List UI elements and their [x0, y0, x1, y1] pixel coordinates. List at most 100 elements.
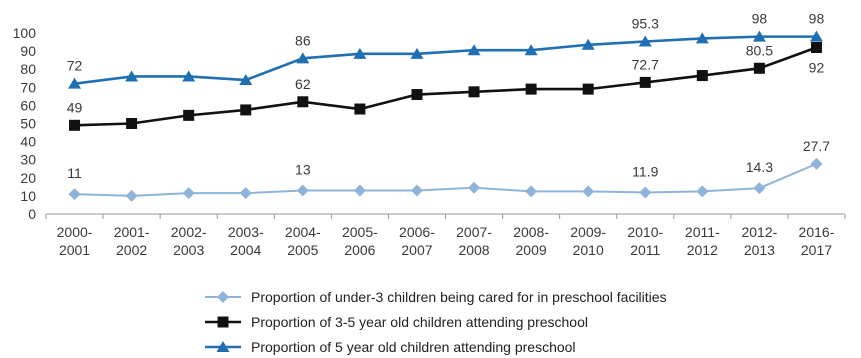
x-tick-label: 2010 — [573, 242, 604, 258]
y-tick-label: 40 — [20, 134, 36, 150]
data-point — [182, 70, 196, 82]
x-tick-label: 2008 — [458, 242, 489, 258]
data-point — [410, 184, 423, 197]
series-line — [74, 162, 817, 197]
data-point — [411, 89, 423, 101]
data-point — [296, 52, 310, 64]
data-point — [752, 30, 766, 42]
x-tick-label: 2005- — [342, 224, 378, 240]
data-point — [810, 157, 823, 170]
data-point — [639, 76, 651, 88]
chart-axes: 0 10 20 30 40 50 60 70 80 90 100 2000- 2001 2001- 2002… — [13, 25, 846, 258]
x-tick-label: 2007 — [401, 242, 432, 258]
data-point — [638, 35, 652, 47]
data-label: 62 — [295, 76, 311, 92]
legend-label: Proportion of 3-5 year old children atte… — [251, 314, 588, 330]
data-point — [696, 70, 708, 82]
x-tick-label: 2002- — [171, 224, 207, 240]
data-label: 95.3 — [632, 16, 659, 32]
x-tick-label: 2017 — [801, 242, 832, 258]
x-tick-label: 2012 — [687, 242, 718, 258]
data-point — [467, 44, 481, 56]
data-point — [525, 185, 538, 198]
y-tick-label: 80 — [20, 61, 36, 77]
data-point — [183, 109, 195, 121]
x-tick-label: 2000- — [57, 224, 93, 240]
y-tick-label: 100 — [13, 25, 37, 41]
data-point — [240, 104, 252, 116]
data-point — [353, 184, 366, 197]
data-label: 11 — [67, 165, 82, 181]
data-point — [810, 41, 822, 53]
data-point — [182, 187, 195, 200]
data-point — [695, 32, 709, 44]
data-point — [468, 181, 481, 194]
data-label: 72.7 — [632, 56, 659, 72]
data-label: 98 — [809, 11, 825, 27]
x-tick-label: 2011- — [685, 224, 720, 240]
data-point — [296, 184, 309, 197]
data-point — [809, 30, 823, 42]
data-label: 80.5 — [746, 42, 773, 58]
legend-swatch-marker — [217, 316, 229, 328]
legend-swatch-marker — [217, 291, 229, 303]
y-tick-label: 0 — [28, 206, 36, 222]
x-tick-label: 2003- — [228, 224, 264, 240]
x-tick-label: 2001- — [114, 224, 150, 240]
y-tick-label: 50 — [20, 116, 36, 132]
data-point — [68, 77, 82, 89]
x-tick-label: 2001 — [59, 242, 90, 258]
chart-legend: Proportion of under-3 children being car… — [205, 289, 667, 355]
data-label: 92 — [809, 59, 825, 75]
x-tick-label: 2009 — [516, 242, 547, 258]
x-tick-label: 2011 — [630, 242, 660, 258]
legend-label: Proportion of 5 year old children attend… — [251, 339, 576, 355]
chart-data-labels: 11 13 11.9 14.3 27.7 49 62 72.7 80.5 92 72 86 95.3 98… — [67, 11, 831, 181]
y-tick-label: 20 — [20, 170, 36, 186]
x-tick-label: 2004- — [285, 224, 321, 240]
x-tick-label: 2002 — [116, 242, 147, 258]
legend-label: Proportion of under-3 children being car… — [251, 289, 667, 305]
data-point — [582, 185, 595, 198]
y-tick-label: 30 — [20, 152, 36, 168]
data-point — [69, 119, 81, 131]
x-tick-label: 2010- — [627, 224, 663, 240]
x-tick-label: 2007- — [456, 224, 492, 240]
data-label: 98 — [752, 11, 768, 27]
x-tick-label: 2006- — [399, 224, 435, 240]
x-tick-label: 2004 — [230, 242, 261, 258]
data-point — [125, 70, 139, 82]
data-point — [353, 47, 367, 59]
data-label: 49 — [67, 99, 83, 115]
x-tick-label: 2006 — [344, 242, 375, 258]
y-tick-label: 70 — [20, 79, 36, 95]
legend-swatch-marker — [216, 341, 230, 352]
data-point — [410, 47, 424, 59]
data-point — [582, 83, 594, 95]
data-label: 14.3 — [746, 159, 773, 175]
data-label: 13 — [295, 161, 311, 177]
data-point — [753, 62, 765, 74]
data-point — [753, 182, 766, 195]
data-point — [581, 38, 595, 50]
x-tick-label: 2009- — [570, 224, 606, 240]
data-point — [297, 96, 309, 108]
y-tick-label: 90 — [20, 43, 36, 59]
x-tick-label: 2003 — [173, 242, 204, 258]
data-point — [125, 189, 138, 202]
data-label: 72 — [67, 58, 83, 74]
data-point — [639, 186, 652, 199]
data-label: 86 — [295, 32, 311, 48]
data-label: 27.7 — [803, 138, 830, 154]
y-tick-label: 10 — [20, 188, 36, 204]
series-line — [74, 35, 817, 85]
data-label: 11.9 — [632, 163, 658, 179]
chart-series — [68, 30, 823, 202]
x-tick-label: 2012- — [741, 224, 777, 240]
data-point — [239, 187, 252, 200]
data-point — [239, 74, 253, 86]
data-point — [525, 83, 537, 95]
x-tick-label: 2005 — [287, 242, 318, 258]
x-tick-label: 2016- — [799, 224, 835, 240]
